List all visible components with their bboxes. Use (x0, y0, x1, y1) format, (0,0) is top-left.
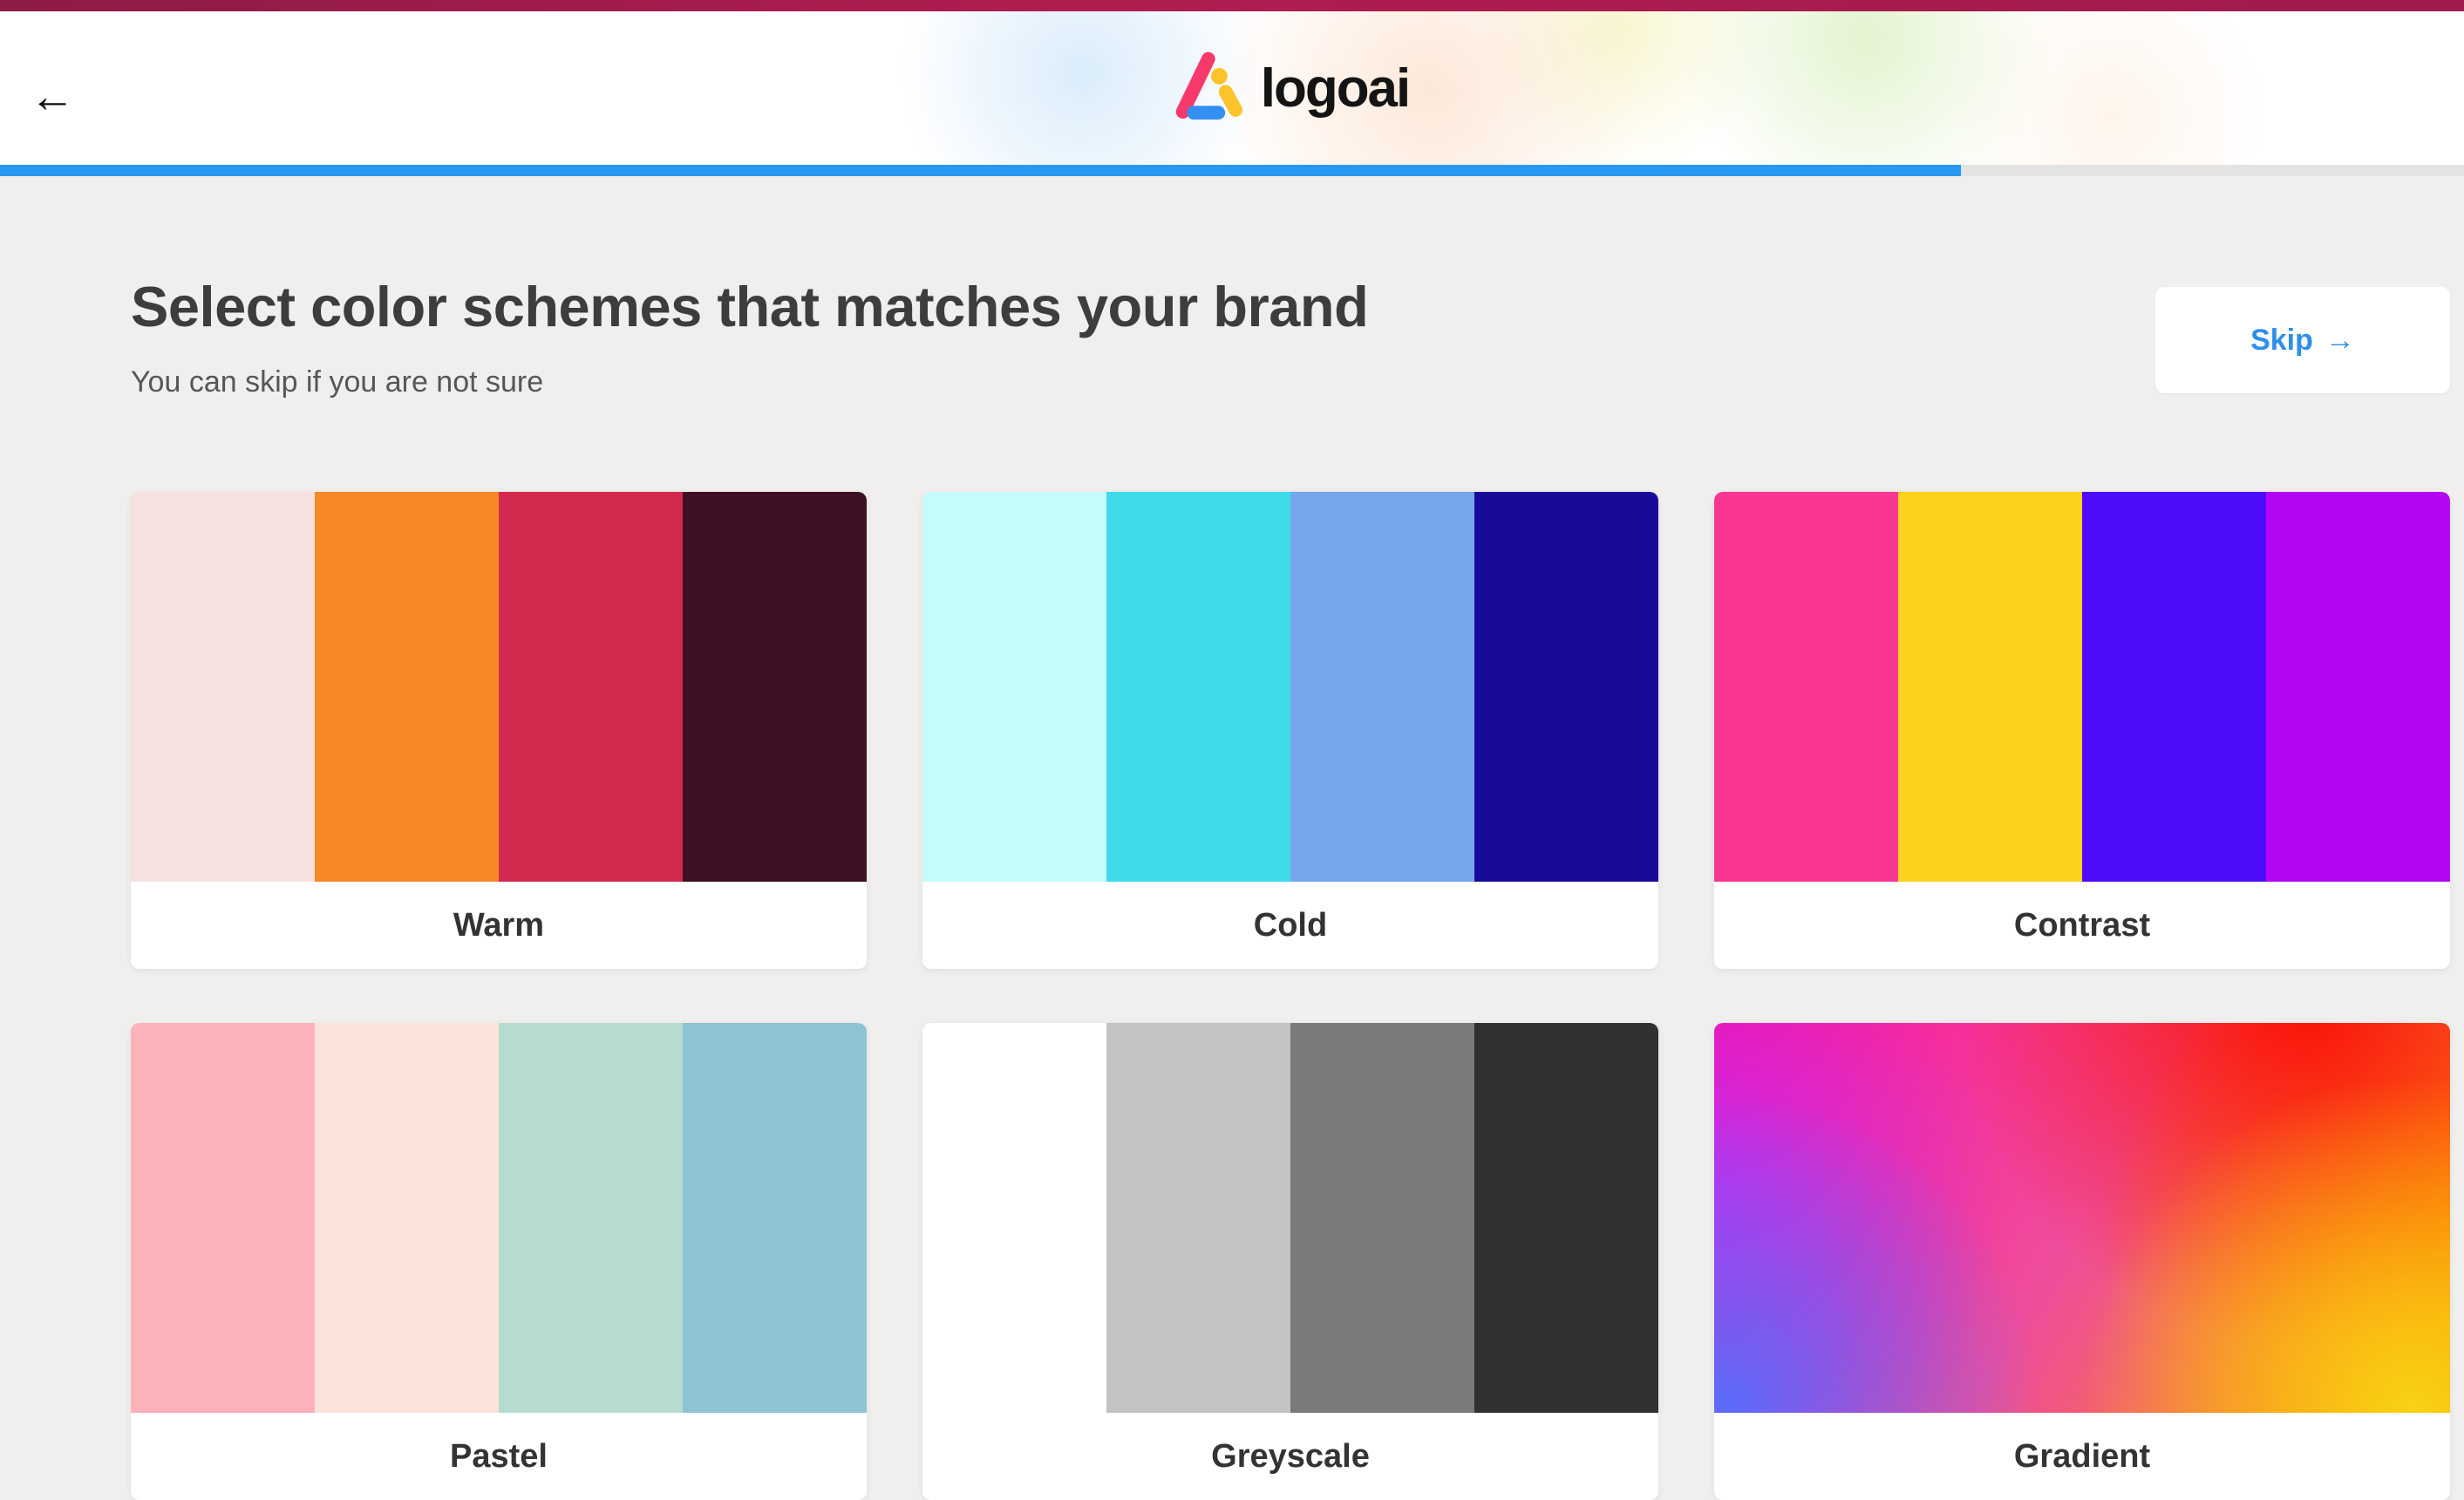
scheme-grid: Warm Cold Contrast (131, 492, 2450, 1500)
swatch-area (922, 1023, 1658, 1413)
scheme-label: Contrast (1714, 882, 2450, 969)
swatch-area (131, 492, 867, 882)
swatch-area (131, 1023, 867, 1413)
color-swatch (922, 1023, 1106, 1413)
scheme-card-contrast[interactable]: Contrast (1714, 492, 2450, 969)
back-button[interactable]: ← (19, 64, 85, 130)
color-swatch (1474, 492, 1658, 882)
color-swatch (499, 1023, 683, 1413)
color-swatch (1290, 492, 1474, 882)
color-swatch (315, 492, 499, 882)
back-arrow-icon: ← (30, 72, 75, 122)
scheme-label: Warm (131, 882, 867, 969)
arrow-right-icon: → (2324, 323, 2355, 357)
scheme-label: Gradient (1714, 1413, 2450, 1500)
progress-bar-track (0, 165, 2464, 176)
color-swatch (1898, 492, 2082, 882)
logoai-logo[interactable]: logoai (1172, 51, 1412, 125)
color-swatch (1106, 1023, 1290, 1413)
swatch-area (1714, 492, 2450, 882)
color-swatch (683, 492, 867, 882)
color-swatch (1106, 492, 1290, 882)
logo-wordmark: logoai (1260, 58, 1412, 119)
color-swatch (131, 1023, 315, 1413)
scheme-card-pastel[interactable]: Pastel (131, 1023, 867, 1500)
page-title: Select color schemes that matches your b… (131, 275, 1369, 338)
scheme-card-warm[interactable]: Warm (131, 492, 867, 969)
color-swatch (683, 1023, 867, 1413)
scheme-card-cold[interactable]: Cold (922, 492, 1658, 969)
scheme-label: Pastel (131, 1413, 867, 1500)
top-accent-bar (0, 0, 2464, 11)
logoai-triangle-icon (1175, 51, 1242, 120)
scheme-label: Greyscale (922, 1413, 1658, 1500)
color-swatch (499, 492, 683, 882)
scheme-card-gradient[interactable]: Gradient (1714, 1023, 2450, 1500)
progress-bar-fill (0, 165, 1962, 176)
color-swatch (1474, 1023, 1658, 1413)
color-swatch (922, 492, 1106, 882)
color-swatch (315, 1023, 499, 1413)
main-content: Select color schemes that matches your b… (0, 176, 2464, 1500)
scheme-card-greyscale[interactable]: Greyscale (922, 1023, 1658, 1500)
scheme-label: Cold (922, 882, 1658, 969)
page-subtitle: You can skip if you are not sure (131, 365, 544, 399)
color-swatch (131, 492, 315, 882)
gradient-swatch (1714, 1023, 2450, 1413)
color-swatch (2082, 492, 2266, 882)
color-swatch (1714, 492, 1898, 882)
swatch-area (922, 492, 1658, 882)
skip-button-label: Skip (2250, 323, 2313, 357)
app-header: ← logoai (0, 11, 2464, 165)
color-swatch (2266, 492, 2450, 882)
skip-button[interactable]: Skip → (2155, 287, 2450, 393)
color-swatch (1290, 1023, 1474, 1413)
